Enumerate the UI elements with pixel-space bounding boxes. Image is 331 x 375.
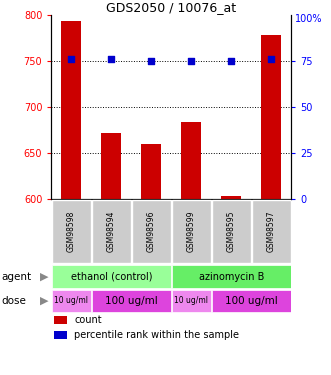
Bar	[54, 331, 67, 339]
Text: 10 ug/ml: 10 ug/ml	[54, 296, 88, 305]
Point	[69, 56, 74, 62]
Bar	[141, 144, 161, 199]
Text: ▶: ▶	[39, 272, 48, 282]
Bar	[52, 200, 91, 263]
Bar	[172, 200, 211, 263]
Bar	[54, 316, 67, 324]
Text: dose: dose	[2, 296, 26, 306]
Text: 100 ug/ml: 100 ug/ml	[225, 296, 278, 306]
Bar	[92, 290, 171, 312]
Text: GSM98599: GSM98599	[187, 211, 196, 252]
Bar	[52, 290, 91, 312]
Text: ▶: ▶	[39, 296, 48, 306]
Bar	[61, 21, 81, 199]
Point	[149, 58, 154, 64]
Text: GSM98594: GSM98594	[107, 211, 116, 252]
Text: 100 ug/ml: 100 ug/ml	[105, 296, 158, 306]
Text: count: count	[74, 315, 102, 325]
Bar	[212, 290, 291, 312]
Bar	[101, 133, 121, 199]
Point	[269, 56, 274, 62]
Text: GSM98597: GSM98597	[267, 211, 276, 252]
Point	[229, 58, 234, 64]
Bar	[172, 266, 291, 288]
Bar	[261, 35, 281, 199]
Bar	[52, 266, 171, 288]
Text: percentile rank within the sample: percentile rank within the sample	[74, 330, 239, 340]
Text: GSM98595: GSM98595	[227, 211, 236, 252]
Text: GSM98596: GSM98596	[147, 211, 156, 252]
Text: GSM98598: GSM98598	[67, 211, 76, 252]
Point	[189, 58, 194, 64]
Bar	[92, 200, 130, 263]
Text: ethanol (control): ethanol (control)	[71, 272, 152, 282]
Text: agent: agent	[2, 272, 32, 282]
Point	[109, 56, 114, 62]
Bar	[181, 123, 201, 199]
Bar	[132, 200, 170, 263]
Bar	[172, 290, 211, 312]
Bar	[212, 200, 251, 263]
Bar	[252, 200, 291, 263]
Text: 10 ug/ml: 10 ug/ml	[174, 296, 208, 305]
Text: 100%: 100%	[296, 13, 323, 24]
Title: GDS2050 / 10076_at: GDS2050 / 10076_at	[106, 1, 236, 14]
Text: azinomycin B: azinomycin B	[199, 272, 264, 282]
Bar	[221, 196, 241, 199]
